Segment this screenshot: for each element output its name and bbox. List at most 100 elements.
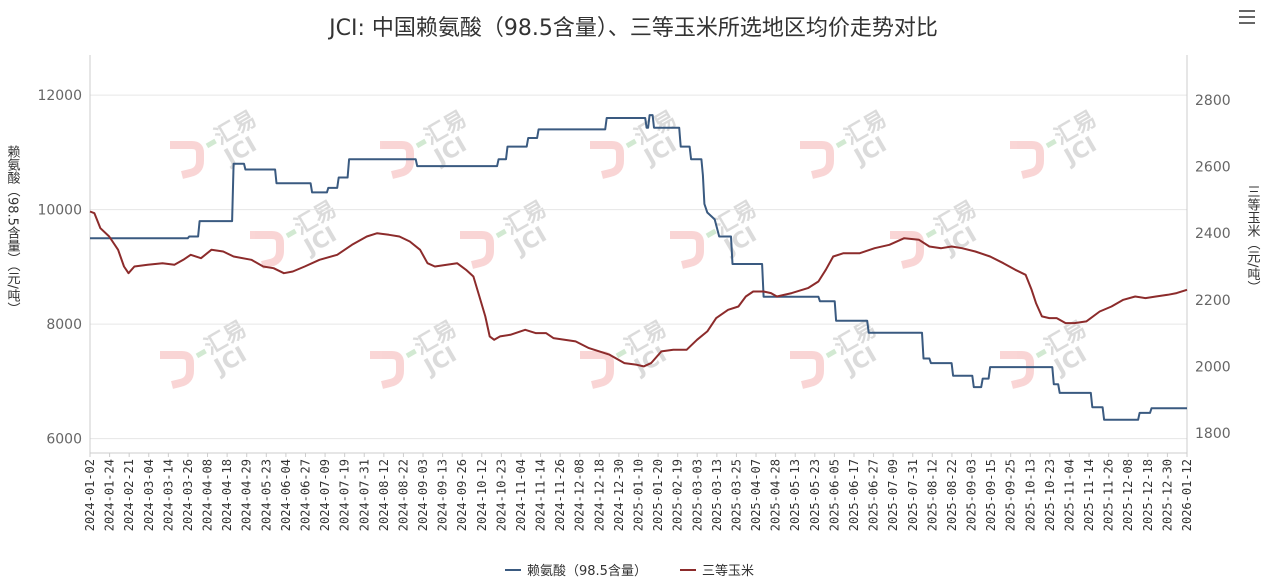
- watermark-logo-icon: [670, 231, 704, 269]
- x-tick-label: 2024-04-29: [240, 459, 254, 531]
- legend-item-label: 赖氨酸（98.5含量）: [527, 563, 647, 579]
- right-tick-label: 2200: [1195, 293, 1231, 309]
- x-tick-label: 2024-03-14: [161, 459, 175, 531]
- axes: [89, 55, 1188, 454]
- legend-item-label: 三等玉米: [702, 563, 754, 579]
- x-tick-label: 2025-07-31: [906, 459, 920, 531]
- left-tick-label: 12000: [37, 88, 82, 104]
- x-tick-label: 2024-05-23: [259, 459, 273, 531]
- watermark-leaf-icon: [1045, 138, 1057, 149]
- x-tick-label: 2024-12-30: [612, 459, 626, 531]
- x-tick-label: 2024-09-26: [455, 459, 469, 531]
- right-tick-label: 2400: [1195, 226, 1231, 242]
- watermark-leaf-icon: [625, 138, 637, 149]
- x-tick-label: 2025-06-27: [867, 459, 881, 531]
- x-tick-label: 2024-09-03: [416, 459, 430, 531]
- hamburger-menu-icon[interactable]: [1239, 10, 1255, 24]
- watermark-leaf-icon: [405, 348, 417, 359]
- x-tick-label: 2024-12-18: [592, 459, 606, 531]
- x-tick-label: 2024-09-13: [436, 459, 450, 531]
- series-layer: [89, 114, 1188, 421]
- right-y-tick-labels: 1800 2000 2200 2400 2600 2800: [1195, 93, 1231, 442]
- x-tick-label: 2024-11-04: [514, 459, 528, 531]
- x-tick-label: 2025-06-05: [827, 459, 841, 531]
- x-tick-label: 2025-04-28: [769, 459, 783, 531]
- corn-series-line: [89, 210, 1188, 368]
- x-tick-label: 2024-02-21: [122, 459, 136, 531]
- watermark-logo-icon: [460, 231, 494, 269]
- right-tick-label: 1800: [1195, 426, 1231, 442]
- watermark-logo-icon: [590, 141, 624, 179]
- watermark-logo-icon: [380, 141, 414, 179]
- watermark-logo-icon: [890, 231, 924, 269]
- left-axis-title: 赖氨酸（98.5含量）（元/吨）: [5, 145, 21, 315]
- watermark-leaf-icon: [285, 228, 297, 239]
- x-tick-label: 2024-07-09: [318, 459, 332, 531]
- watermark-leaf-icon: [615, 348, 627, 359]
- right-tick-label: 2000: [1195, 359, 1231, 375]
- legend: 赖氨酸（98.5含量） 三等玉米: [505, 563, 754, 579]
- chart-title: JCI: 中国赖氨酸（98.5含量）、三等玉米所选地区均价走势对比: [329, 16, 938, 41]
- watermark-leaf-icon: [835, 138, 847, 149]
- watermark-logo-icon: [370, 351, 404, 389]
- x-tick-label: 2025-01-10: [632, 459, 646, 531]
- x-tick-label: 2025-12-18: [1141, 459, 1155, 531]
- x-tick-label: 2026-01-12: [1180, 459, 1194, 531]
- watermark-leaf-icon: [825, 348, 837, 359]
- x-tick-label: 2025-12-08: [1121, 459, 1135, 531]
- watermark-logo-icon: [1000, 351, 1034, 389]
- x-tick-label: 2025-05-23: [808, 459, 822, 531]
- watermark-leaf-icon: [195, 348, 207, 359]
- watermark-logo-icon: [790, 351, 824, 389]
- watermark-logo-icon: [160, 351, 194, 389]
- x-tick-label: 2024-04-18: [220, 459, 234, 531]
- left-tick-label: 8000: [46, 317, 82, 333]
- watermark-logo-icon: [580, 351, 614, 389]
- watermark-leaf-icon: [925, 228, 937, 239]
- watermark-logo-icon: [1010, 141, 1044, 179]
- x-tick-label: 2024-08-12: [377, 459, 391, 531]
- watermark-leaf-icon: [415, 138, 427, 149]
- x-tick-label: 2025-11-04: [1062, 459, 1076, 531]
- x-tick-label: 2024-03-26: [181, 459, 195, 531]
- x-tick-label: 2025-11-14: [1082, 459, 1096, 531]
- x-tick-label: 2024-06-04: [279, 459, 293, 531]
- x-tick-label: 2025-10-23: [1043, 459, 1057, 531]
- x-tick-label: 2025-07-09: [886, 459, 900, 531]
- x-tick-label: 2025-09-15: [984, 459, 998, 531]
- x-tick-label: 2025-09-25: [1004, 459, 1018, 531]
- watermark-logo-icon: [250, 231, 284, 269]
- x-tick-label: 2024-10-12: [475, 459, 489, 531]
- x-tick-labels: 2024-01-02 2024-01-24 2024-02-21 2024-03-04…: [83, 453, 1194, 531]
- x-tick-label: 2024-07-19: [338, 459, 352, 531]
- x-tick-label: 2024-08-22: [396, 459, 410, 531]
- x-tick-label: 2024-06-27: [298, 459, 312, 531]
- x-tick-label: 2025-06-17: [847, 459, 861, 531]
- x-tick-label: 2025-11-26: [1102, 459, 1116, 531]
- x-tick-label: 2025-05-13: [788, 459, 802, 531]
- x-tick-label: 2024-07-31: [357, 459, 371, 531]
- x-tick-label: 2025-04-07: [749, 459, 763, 531]
- watermark-logo-icon: [170, 141, 204, 179]
- left-y-tick-labels: 6000 8000 10000 12000: [37, 88, 82, 448]
- x-tick-label: 2024-01-02: [83, 459, 97, 531]
- x-tick-label: 2025-09-03: [965, 459, 979, 531]
- x-tick-label: 2025-01-20: [651, 459, 665, 531]
- watermark-leaf-icon: [205, 138, 217, 149]
- watermark-logo-icon: [800, 141, 834, 179]
- lysine-series-line: [90, 114, 1187, 421]
- watermark-leaf-icon: [495, 228, 507, 239]
